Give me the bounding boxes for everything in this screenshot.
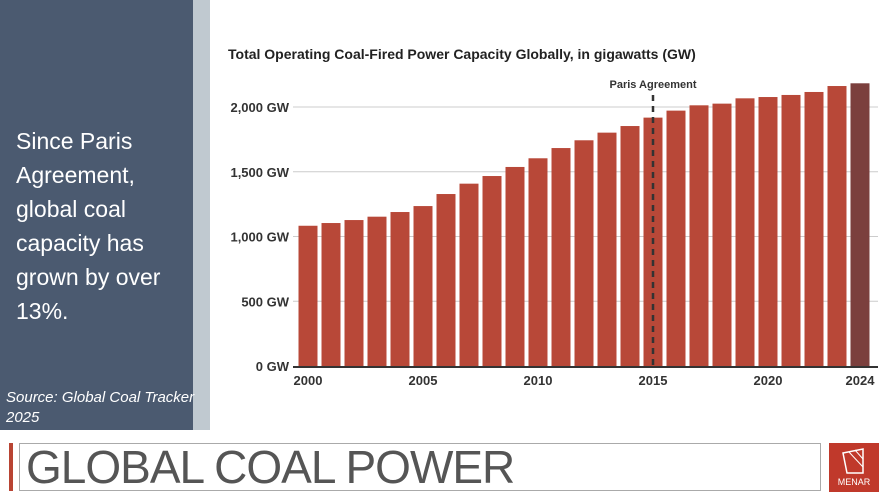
bar-2021 xyxy=(781,94,801,367)
title-box xyxy=(19,443,821,491)
bar-2009 xyxy=(505,166,525,366)
bar-2024 xyxy=(850,83,870,366)
bar-chart: 0 GW 500 GW 1,000 GW 1,500 GW 2,000 GW 2000 20… xyxy=(230,79,878,388)
bar-2013 xyxy=(597,132,617,366)
bar-2005 xyxy=(413,206,433,366)
menar-logo: MENAR xyxy=(829,443,879,492)
bar-2019 xyxy=(735,98,755,367)
x-tick-label: 2005 xyxy=(409,373,438,388)
x-tick-label: 2010 xyxy=(524,373,553,388)
bar-2011 xyxy=(551,148,571,366)
bar-2020 xyxy=(758,97,778,366)
y-tick-label: 500 GW xyxy=(241,294,289,309)
sidebar-accent-strip xyxy=(193,0,210,430)
bar-2000 xyxy=(298,225,318,366)
y-tick-label: 2,000 GW xyxy=(230,100,289,115)
x-tick-label: 2000 xyxy=(294,373,323,388)
bar-2001 xyxy=(321,223,341,366)
bar-2003 xyxy=(367,216,387,366)
y-tick-label: 1,000 GW xyxy=(230,230,289,245)
title-accent-bar xyxy=(9,443,13,491)
x-tick-label: 2020 xyxy=(754,373,783,388)
bar-2016 xyxy=(666,110,686,366)
bar-2002 xyxy=(344,220,364,366)
bar-2004 xyxy=(390,212,410,366)
sidebar-headline: Since Paris Agreement, global coal capac… xyxy=(16,128,161,324)
bar-2008 xyxy=(482,176,502,366)
bar-2007 xyxy=(459,183,479,366)
paris-agreement-label: Paris Agreement xyxy=(609,79,696,91)
chart-title: Total Operating Coal-Fired Power Capacit… xyxy=(228,46,696,62)
source-note: Source: Global Coal Tracker 2025 xyxy=(6,389,195,426)
bar-2012 xyxy=(574,140,594,366)
logo-icon xyxy=(842,448,864,474)
slide-title: GLOBAL COAL POWER xyxy=(26,441,515,493)
y-tick-label: 0 GW xyxy=(256,359,290,374)
logo-text: MENAR xyxy=(837,477,871,487)
bar-2018 xyxy=(712,103,732,367)
bar-2022 xyxy=(804,91,824,366)
bar-2010 xyxy=(528,158,548,366)
x-tick-label: 2024 xyxy=(846,373,876,388)
sidebar-panel xyxy=(0,0,193,430)
y-tick-label: 1,500 GW xyxy=(230,165,289,180)
bar-2017 xyxy=(689,105,709,366)
bar-2014 xyxy=(620,126,640,366)
bar-2006 xyxy=(436,194,456,366)
bar-2023 xyxy=(827,86,847,367)
x-tick-label: 2015 xyxy=(639,373,668,388)
